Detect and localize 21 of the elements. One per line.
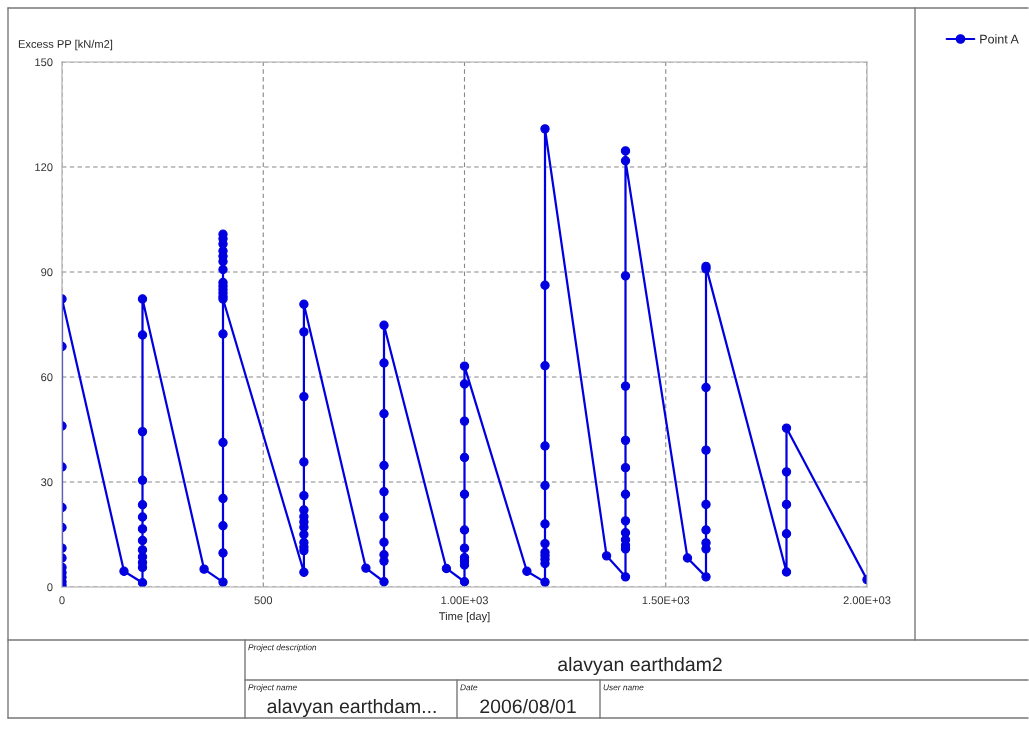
y-axis-title: Excess PP [kN/m2]: [18, 39, 113, 51]
x-axis-title: Time [day]: [439, 611, 490, 623]
y-tick-label: 90: [41, 268, 53, 277]
x-tick-label: 1.50E+03: [642, 596, 690, 605]
text: Project name: [248, 684, 297, 692]
text: Project description: [248, 644, 317, 652]
x-tick-label: 500: [254, 596, 273, 605]
y-tick-label: 120: [35, 163, 53, 172]
text: Date: [460, 684, 478, 691]
y-tick-label: 30: [41, 478, 53, 487]
y-tick-label: 60: [41, 373, 53, 382]
text: alavyan earthdam2: [558, 656, 722, 676]
text: 2006/08/01: [480, 698, 576, 714]
text: User name: [603, 684, 644, 691]
x-tick-label: 0: [59, 596, 65, 605]
x-tick-label: 2.00E+03: [843, 596, 891, 605]
text: alavyan earthdam...: [267, 698, 436, 718]
y-tick-label: 0: [47, 583, 53, 592]
y-tick-label: 150: [35, 58, 53, 67]
legend-label: Point A: [980, 34, 1019, 44]
x-tick-label: 1.00E+03: [441, 596, 488, 605]
